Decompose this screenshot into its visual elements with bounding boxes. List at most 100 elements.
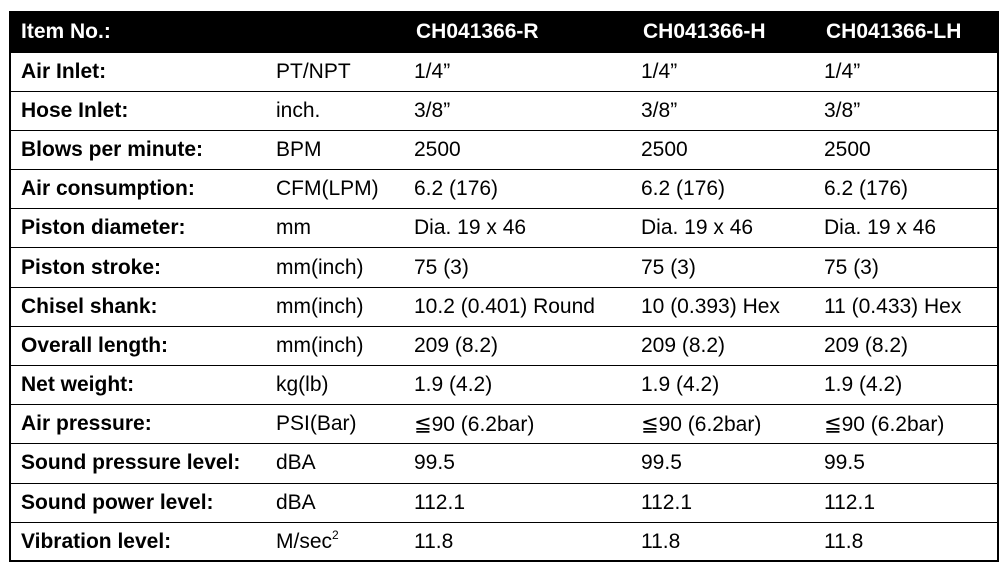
spec-value-model-1: 99.5 [406, 443, 633, 484]
spec-value-model-3: Dia. 19 x 46 [816, 208, 998, 249]
spec-value-model-1: ≦90 (6.2bar) [406, 404, 633, 445]
spec-unit-text: mm(inch) [276, 294, 364, 318]
spec-value-model-1: 10.2 (0.401) Round [406, 287, 633, 327]
table-row: Piston stroke: mm(inch) 75 (3) 75 (3) 75 (3) [10, 247, 998, 288]
table-row: Air Inlet: PT/NPT 1/4” 1/4” 1/4” [10, 52, 998, 92]
spec-value-model-1: 3/8” [406, 91, 633, 131]
header-model-2: CH041366-H [633, 12, 816, 53]
spec-value-model-3: 1.9 (4.2) [816, 365, 998, 406]
spec-value-model-3: 75 (3) [816, 247, 998, 288]
spec-unit-text: M/sec [276, 529, 333, 553]
table-row: Net weight: kg(lb) 1.9 (4.2) 1.9 (4.2) 1.9 (… [10, 365, 998, 406]
header-item-label: Item No.: [10, 12, 268, 53]
spec-unit-text: PT/NPT [276, 59, 351, 83]
spec-unit: M/sec2 [268, 522, 406, 562]
spec-value-model-2: 99.5 [633, 443, 816, 484]
spec-unit: mm(inch) [268, 326, 406, 367]
table-row: Sound power level: dBA 112.1 112.1 112.1 [10, 483, 998, 523]
spec-unit-text: mm(inch) [276, 255, 364, 279]
spec-name: Sound pressure level: [10, 443, 268, 484]
spec-name: Air consumption: [10, 169, 268, 210]
table-row: Chisel shank: mm(inch) 10.2 (0.401) Round 1… [10, 287, 998, 327]
table-row: Air pressure: PSI(Bar) ≦90 (6.2bar) ≦90 (6.… [10, 404, 998, 445]
spec-value-model-2: 3/8” [633, 91, 816, 131]
spec-unit-text: CFM(LPM) [276, 177, 379, 201]
table-row: Hose Inlet: inch. 3/8” 3/8” 3/8” [10, 91, 998, 131]
spec-value-model-1: 11.8 [406, 522, 633, 562]
spec-value-model-1: 1/4” [406, 52, 633, 92]
spec-value-model-2: 112.1 [633, 483, 816, 523]
table-header: Item No.: CH041366-R CH041366-H CH041366… [10, 12, 998, 53]
spec-unit: mm(inch) [268, 287, 406, 327]
spec-name: Air Inlet: [10, 52, 268, 92]
spec-value-model-3: 11 (0.433) Hex [816, 287, 998, 327]
spec-name: Chisel shank: [10, 287, 268, 327]
spec-name: Air pressure: [10, 404, 268, 445]
header-unit [268, 12, 406, 53]
spec-unit: mm [268, 208, 406, 249]
spec-unit: mm(inch) [268, 247, 406, 288]
spec-value-model-2: 209 (8.2) [633, 326, 816, 367]
header-row: Item No.: CH041366-R CH041366-H CH041366… [10, 12, 998, 53]
spec-name: Net weight: [10, 365, 268, 406]
spec-name: Sound power level: [10, 483, 268, 523]
table-body: Air Inlet: PT/NPT 1/4” 1/4” 1/4” Hose Inlet: i… [10, 52, 998, 562]
spec-value-model-1: 75 (3) [406, 247, 633, 288]
spec-unit: BPM [268, 130, 406, 171]
spec-value-model-3: 99.5 [816, 443, 998, 484]
table-row: Sound pressure level: dBA 99.5 99.5 99.5 [10, 443, 998, 484]
spec-name: Vibration level: [10, 522, 268, 562]
spec-unit: dBA [268, 443, 406, 484]
spec-value-model-2: 75 (3) [633, 247, 816, 288]
spec-value-model-3: 1/4” [816, 52, 998, 92]
spec-value-model-1: Dia. 19 x 46 [406, 208, 633, 249]
spec-value-model-3: 112.1 [816, 483, 998, 523]
spec-name: Blows per minute: [10, 130, 268, 171]
header-model-1: CH041366-R [406, 12, 633, 53]
spec-name: Piston stroke: [10, 247, 268, 288]
spec-value-model-3: 2500 [816, 130, 998, 171]
spec-unit: inch. [268, 91, 406, 131]
spec-unit: PSI(Bar) [268, 404, 406, 445]
spec-unit-text: mm [276, 216, 311, 240]
spec-value-model-3: 209 (8.2) [816, 326, 998, 367]
spec-name: Overall length: [10, 326, 268, 367]
spec-unit: dBA [268, 483, 406, 523]
table-row: Air consumption: CFM(LPM) 6.2 (176) 6.2 (17… [10, 169, 998, 210]
spec-unit-text: PSI(Bar) [276, 412, 357, 436]
spec-unit-superscript: 2 [332, 527, 339, 542]
spec-value-model-3: 6.2 (176) [816, 169, 998, 210]
spec-value-model-2: 2500 [633, 130, 816, 171]
spec-value-model-3: ≦90 (6.2bar) [816, 404, 998, 445]
spec-unit: CFM(LPM) [268, 169, 406, 210]
spec-unit-text: dBA [276, 490, 316, 514]
spec-table: Item No.: CH041366-R CH041366-H CH041366… [9, 11, 999, 563]
table-row: Piston diameter: mm Dia. 19 x 46 Dia. 19 x … [10, 208, 998, 249]
spec-value-model-3: 11.8 [816, 522, 998, 562]
spec-value-model-2: 1/4” [633, 52, 816, 92]
table-row: Blows per minute: BPM 2500 2500 2500 [10, 130, 998, 171]
spec-unit: kg(lb) [268, 365, 406, 406]
table-row: Vibration level: M/sec2 11.8 11.8 11.8 [10, 522, 998, 562]
spec-unit-text: BPM [276, 137, 322, 161]
spec-unit-text: dBA [276, 451, 316, 475]
spec-value-model-2: 10 (0.393) Hex [633, 287, 816, 327]
table-row: Overall length: mm(inch) 209 (8.2) 209 (8.2… [10, 326, 998, 367]
spec-value-model-2: 11.8 [633, 522, 816, 562]
spec-value-model-1: 112.1 [406, 483, 633, 523]
spec-value-model-2: Dia. 19 x 46 [633, 208, 816, 249]
spec-name: Hose Inlet: [10, 91, 268, 131]
spec-value-model-1: 6.2 (176) [406, 169, 633, 210]
spec-value-model-2: 1.9 (4.2) [633, 365, 816, 406]
spec-value-model-3: 3/8” [816, 91, 998, 131]
spec-value-model-1: 1.9 (4.2) [406, 365, 633, 406]
spec-value-model-1: 2500 [406, 130, 633, 171]
spec-value-model-2: 6.2 (176) [633, 169, 816, 210]
spec-unit: PT/NPT [268, 52, 406, 92]
spec-unit-text: inch. [276, 98, 321, 122]
spec-unit-text: mm(inch) [276, 333, 364, 357]
spec-value-model-1: 209 (8.2) [406, 326, 633, 367]
spec-unit-text: kg(lb) [276, 373, 329, 397]
header-model-3: CH041366-LH [816, 12, 998, 53]
spec-value-model-2: ≦90 (6.2bar) [633, 404, 816, 445]
